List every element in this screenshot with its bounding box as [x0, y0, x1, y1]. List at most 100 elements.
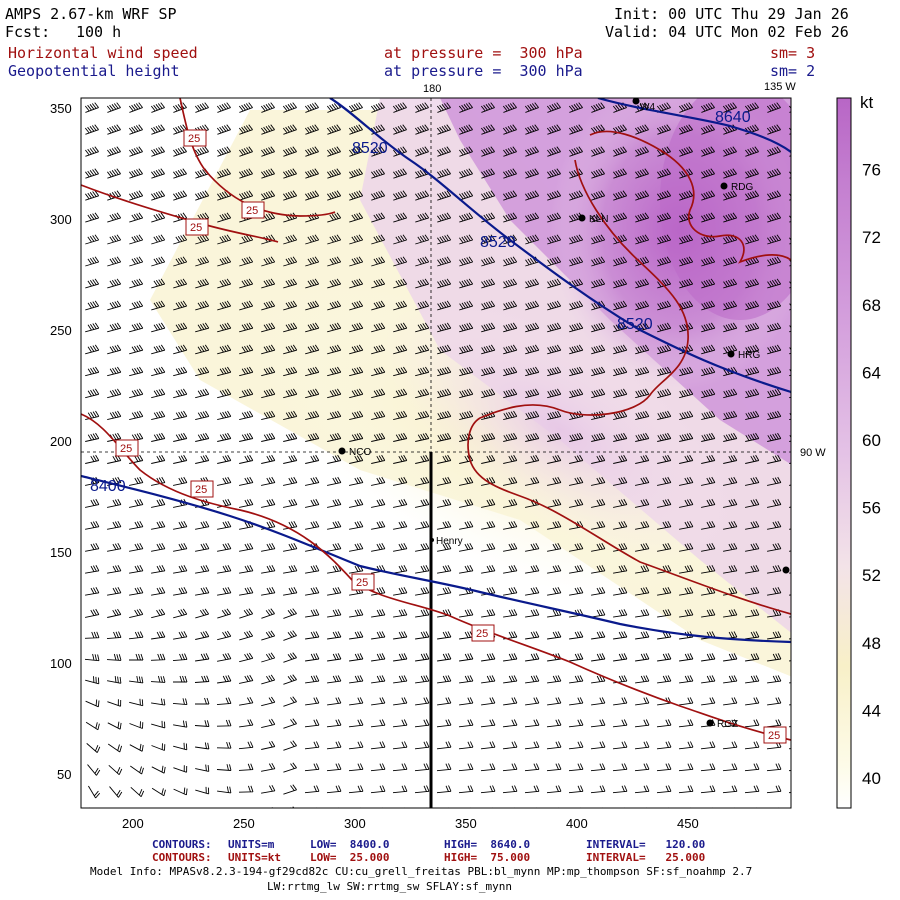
- wind-barb: [129, 410, 144, 421]
- colorbar-tick-76: 76: [862, 161, 881, 180]
- station-nco-dot: [338, 447, 346, 455]
- speed-label-6: 25: [356, 577, 368, 589]
- wind-barb: [393, 476, 408, 486]
- wind-barb: [327, 498, 342, 508]
- wind-barb: [370, 102, 385, 113]
- wind-barb: [767, 653, 782, 662]
- wind-barb: [107, 743, 123, 753]
- wind-barb: [239, 630, 254, 641]
- wind-barb: [437, 520, 452, 530]
- wind-barb: [568, 124, 583, 135]
- wind-barb: [612, 785, 628, 794]
- wind-barb: [85, 542, 100, 552]
- wind-barb: [613, 564, 628, 574]
- wind-barb: [151, 410, 166, 421]
- wind-barb: [723, 190, 738, 201]
- wind-barb: [85, 388, 100, 399]
- wind-barb: [349, 256, 364, 267]
- wind-barb: [173, 300, 188, 311]
- wind-barb: [283, 190, 298, 201]
- wind-barb: [547, 322, 562, 333]
- wind-barb: [657, 190, 672, 201]
- wind-barb: [304, 741, 320, 750]
- wind-barb: [107, 564, 122, 574]
- wind-barb: [85, 699, 100, 708]
- wind-barb: [217, 520, 232, 530]
- x-tick-250: 250: [233, 816, 255, 831]
- y-tick-350: 350: [50, 101, 72, 116]
- wind-barb: [459, 190, 474, 201]
- wind-barb: [305, 388, 320, 399]
- wind-barb: [195, 454, 210, 464]
- wind-barb: [437, 564, 452, 574]
- wind-barb: [195, 322, 210, 333]
- colorbar-tick-72: 72: [862, 228, 881, 247]
- wind-barb: [326, 741, 342, 750]
- wind-barb: [767, 631, 782, 640]
- wind-barb: [657, 168, 671, 179]
- wind-barb: [415, 542, 430, 552]
- y-tick-50: 50: [57, 767, 71, 782]
- wind-barb: [217, 786, 232, 794]
- speed-contour-sw: [81, 413, 791, 741]
- wind-barb: [305, 300, 320, 311]
- wind-barb: [349, 454, 364, 464]
- wind-barb: [371, 675, 386, 684]
- wind-barb: [656, 763, 672, 772]
- wind-barb: [195, 786, 210, 795]
- wind-barb: [635, 212, 650, 223]
- wind-barb: [327, 586, 342, 596]
- wind-barb: [85, 278, 100, 289]
- wind-barb: [239, 388, 254, 399]
- wind-barb: [216, 697, 232, 706]
- wind-barb: [239, 146, 253, 157]
- wind-barb: [437, 653, 452, 662]
- wind-barb: [745, 454, 760, 464]
- x-tick-300: 300: [344, 816, 366, 831]
- wind-barb: [525, 564, 540, 574]
- wind-barb: [151, 586, 166, 596]
- field-wind-speed: Horizontal wind speed: [8, 44, 198, 62]
- wind-barb: [599, 807, 604, 808]
- wind-barb: [195, 278, 210, 289]
- wind-barb: [723, 212, 738, 223]
- wind-barb: [130, 786, 145, 798]
- forecast-label: Fcst:: [5, 23, 51, 41]
- wind-barb: [767, 520, 782, 530]
- wind-barb: [678, 124, 693, 135]
- footer-speed-low: LOW= 25.000: [310, 851, 390, 864]
- wind-barb: [723, 476, 738, 486]
- wind-barb: [305, 609, 320, 618]
- wind-barb: [723, 146, 737, 157]
- wind-barb: [701, 366, 716, 377]
- wind-barb: [591, 256, 606, 267]
- wind-barb: [656, 102, 671, 113]
- wind-barb: [613, 476, 628, 486]
- speed-label-5: 25: [195, 484, 207, 496]
- wind-barb: [546, 785, 562, 794]
- wind-barb: [415, 322, 430, 333]
- wind-barb: [216, 102, 231, 113]
- wind-barb: [458, 102, 473, 113]
- wind-barb: [481, 432, 496, 442]
- wind-barb: [503, 190, 518, 201]
- wind-barb: [481, 454, 496, 464]
- wind-barb: [612, 763, 628, 772]
- wind-barb: [503, 542, 518, 552]
- wind-barb: [547, 256, 562, 267]
- wind-barb: [195, 697, 210, 705]
- wind-barb: [679, 432, 694, 442]
- wind-barb: [525, 300, 540, 311]
- wind-barb: [217, 675, 232, 684]
- wind-barb: [261, 520, 276, 530]
- wind-barb: [437, 234, 452, 245]
- wind-barb: [701, 190, 716, 201]
- wind-barb: [305, 520, 320, 530]
- wind-barb: [349, 168, 363, 179]
- wind-barb: [85, 234, 100, 245]
- wind-barb: [745, 278, 760, 289]
- wind-barb: [459, 366, 474, 377]
- wind-barb: [525, 520, 540, 530]
- wind-barb: [415, 300, 430, 311]
- wind-barb: [261, 674, 276, 685]
